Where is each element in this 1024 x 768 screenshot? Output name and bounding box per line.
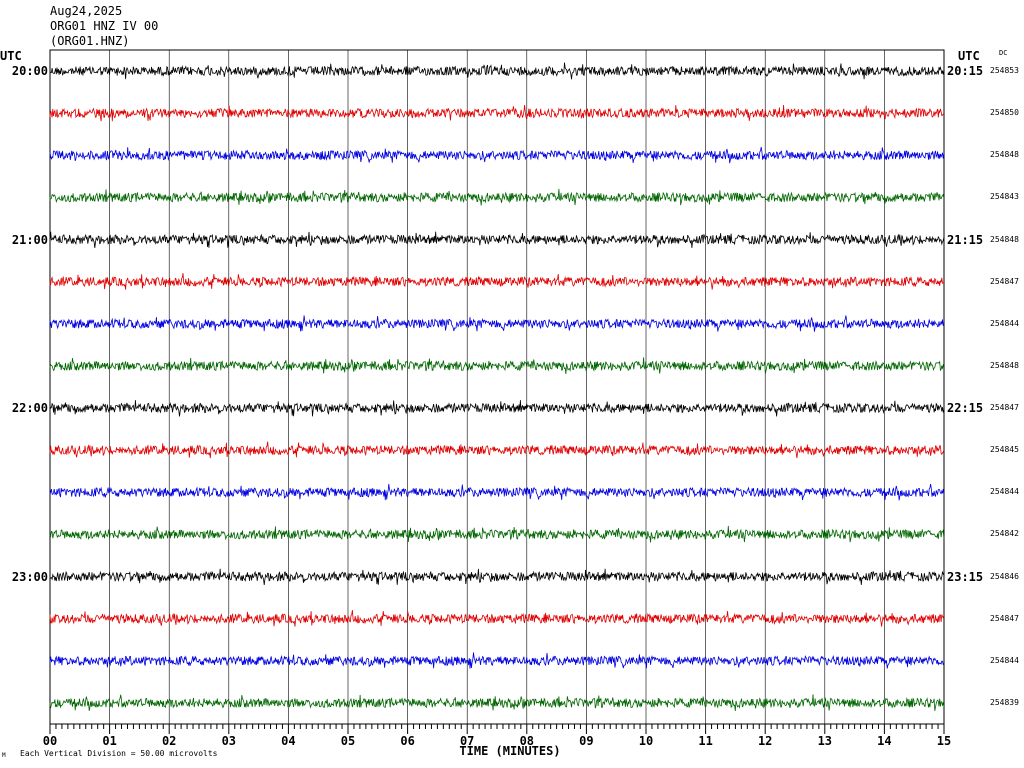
row-dc-value: 254844: [990, 655, 1019, 665]
utc-left-label: UTC: [0, 49, 22, 63]
row-end-time: 23:15: [947, 569, 984, 584]
row-dc-value: 254847: [990, 276, 1019, 286]
row-dc-value: 254848: [990, 360, 1019, 370]
row-start-time: 20:00: [11, 64, 48, 78]
row-start-time: 21:00: [11, 232, 48, 247]
row-end-time: 21:15: [947, 232, 984, 247]
row-dc-value: 254847: [990, 403, 1019, 413]
row-end-time: 22:15: [947, 401, 984, 416]
trace-row-7: [49, 315, 945, 332]
x-tick-label: 05: [340, 734, 356, 748]
trace-row-6: [49, 273, 945, 290]
trace-row-8: [49, 357, 945, 375]
trace-row-12: [49, 525, 945, 543]
x-tick-label: 13: [817, 734, 833, 748]
x-tick-label: 10: [638, 734, 654, 748]
trace-row-9: [49, 400, 945, 417]
trace-row-11: [49, 483, 945, 501]
station-label: ORG01 HNZ IV 00: [50, 19, 159, 33]
row-dc-value: 254847: [990, 613, 1019, 623]
date-label: Aug24,2025: [50, 4, 123, 18]
x-tick-label: 15: [936, 734, 952, 748]
row-dc-value: 254846: [990, 571, 1019, 581]
trace-row-5: [49, 231, 945, 248]
utc-right-label: UTC: [958, 49, 980, 63]
x-tick-label: 04: [281, 734, 296, 748]
row-dc-value: 254844: [990, 487, 1019, 497]
x-tick-label: 08: [519, 734, 535, 748]
trace-row-4: [49, 188, 945, 206]
row-dc-value: 254848: [990, 150, 1019, 160]
x-tick-label: 07: [459, 734, 475, 748]
row-dc-value: 254853: [990, 66, 1019, 75]
x-tick-label: 02: [161, 734, 177, 748]
row-start-time: 22:00: [11, 401, 48, 416]
trace-row-1: [49, 62, 945, 80]
row-dc-value: 254842: [990, 529, 1019, 539]
plot-frame: [49, 49, 945, 725]
row-end-time: 20:15: [947, 64, 984, 78]
row-dc-value: 254848: [990, 234, 1019, 244]
vertical-division-note: Each Vertical Division = 50.00 microvolt…: [20, 749, 218, 758]
row-dc-value: 254839: [990, 697, 1019, 707]
row-start-time: 23:00: [11, 569, 48, 584]
row-dc-value: 254843: [990, 192, 1019, 202]
x-tick-label: 12: [757, 734, 773, 748]
row-dc-value: 254844: [990, 318, 1019, 328]
trace-row-14: [49, 610, 945, 627]
x-tick-label: 00: [42, 734, 58, 748]
row-dc-value: 254850: [990, 108, 1019, 118]
trace-row-3: [49, 146, 945, 164]
x-tick-label: 09: [579, 734, 594, 748]
x-axis-label: TIME (MINUTES): [459, 744, 561, 758]
trace-row-13: [49, 568, 945, 586]
x-tick-label: 06: [400, 734, 415, 748]
x-tick-label: 11: [698, 734, 713, 748]
corner-mark: M: [2, 752, 6, 759]
trace-row-16: [49, 694, 945, 712]
dc-label: DC: [999, 49, 1008, 57]
x-tick-label: 01: [102, 734, 117, 748]
trace-row-10: [49, 441, 945, 459]
row-dc-value: 254845: [990, 445, 1019, 455]
channel-label: (ORG01.HNZ): [50, 34, 130, 48]
trace-row-15: [49, 652, 945, 669]
x-tick-label: 14: [877, 734, 892, 748]
trace-row-2: [49, 104, 944, 122]
x-tick-label: 03: [221, 734, 237, 748]
